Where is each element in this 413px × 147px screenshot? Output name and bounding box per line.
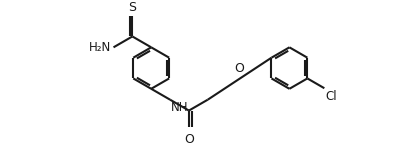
Text: S: S (128, 1, 136, 14)
Text: H₂N: H₂N (88, 41, 111, 54)
Text: Cl: Cl (326, 90, 337, 103)
Text: O: O (184, 133, 194, 146)
Text: O: O (235, 62, 244, 75)
Text: NH: NH (171, 101, 188, 114)
